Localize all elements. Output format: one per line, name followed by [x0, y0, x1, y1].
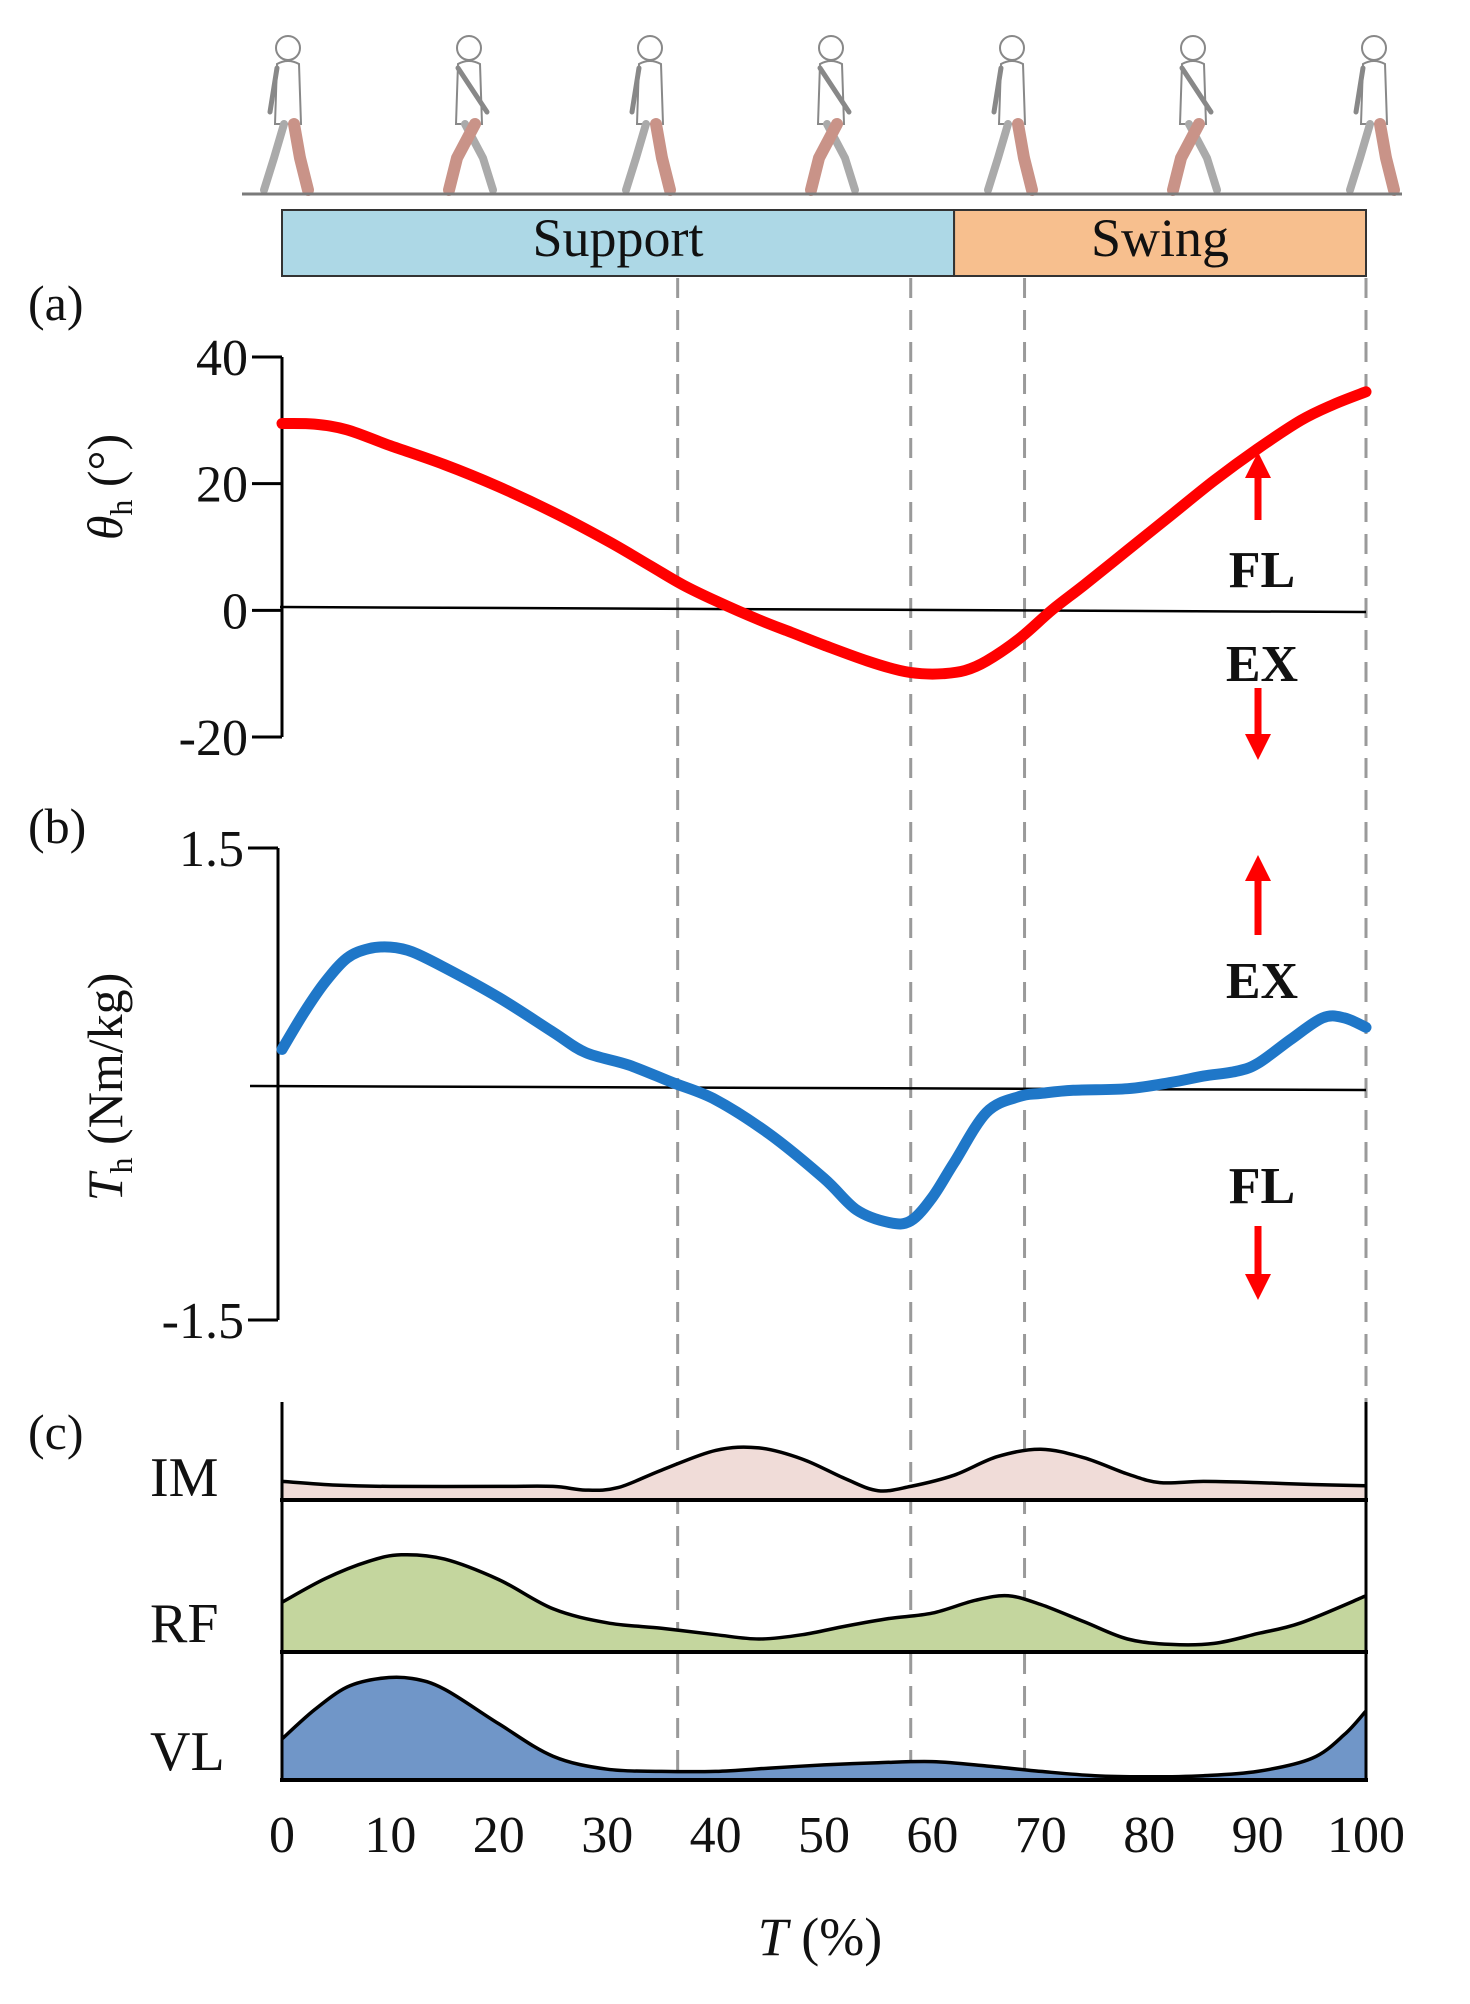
walker-arm — [817, 65, 852, 115]
direction-arrow-head — [1245, 1274, 1271, 1300]
walker-torso — [273, 60, 303, 125]
walker-arm — [629, 65, 642, 115]
walking-figure — [984, 35, 1038, 196]
support-label: Support — [533, 208, 704, 268]
y-tick-label: -20 — [179, 710, 248, 767]
walker-head — [637, 35, 663, 61]
panel-a-ylabel: θh (°) — [77, 434, 139, 540]
walker-arm — [267, 65, 280, 115]
x-tick-label: 90 — [1232, 1807, 1284, 1864]
x-tick-label: 50 — [798, 1807, 850, 1864]
walker-head — [1180, 35, 1206, 61]
panel-b-ex-label: EX — [1226, 953, 1298, 1010]
walker-head — [1361, 35, 1387, 61]
walking-figure — [1167, 35, 1221, 196]
emg-rf-label: RF — [150, 1593, 219, 1655]
walker-highlighted-leg — [1167, 118, 1205, 196]
walker-back-leg — [622, 120, 650, 194]
swing-label: Swing — [1091, 208, 1229, 268]
walking-figure — [1346, 35, 1400, 196]
y-tick-label: -1.5 — [162, 1293, 244, 1350]
gait-event-lines — [676, 278, 1368, 1776]
panel-b-label: (b) — [28, 798, 86, 854]
direction-arrow-head — [1245, 452, 1271, 478]
emg-vl-area — [282, 1677, 1366, 1780]
panel-a-ex-label: EX — [1226, 636, 1298, 693]
direction-arrow-head — [1245, 734, 1271, 760]
y-tick-label: 0 — [222, 583, 248, 640]
panel-a-zero-line — [279, 605, 1367, 614]
x-tick-label: 0 — [269, 1807, 295, 1864]
panel-b-ylabel: Th (Nm/kg) — [77, 973, 139, 1202]
y-tick-label: 40 — [196, 330, 248, 387]
walker-arm — [455, 65, 490, 115]
x-tick-label: 20 — [473, 1807, 525, 1864]
walking-figure — [443, 35, 497, 196]
walker-head — [456, 35, 482, 61]
panel-a-axes: 40 20 0 -20 — [179, 330, 284, 767]
panel-a-label: (a) — [28, 275, 84, 331]
x-tick-label: 40 — [690, 1807, 742, 1864]
walker-arm — [1179, 65, 1214, 115]
emg-rf-area — [282, 1554, 1366, 1652]
swing-phase-box — [953, 209, 1368, 277]
x-axis-title: T (%) — [758, 1907, 883, 1967]
emg-im-area — [282, 1447, 1366, 1500]
walker-highlighted-leg — [288, 118, 314, 196]
x-tick-label: 80 — [1123, 1807, 1175, 1864]
panel-c-label: (c) — [28, 1404, 84, 1460]
phase-bar: Support Swing — [281, 208, 1368, 277]
x-tick-label: 100 — [1327, 1807, 1405, 1864]
walker-torso — [635, 60, 665, 125]
walker-arm — [1353, 65, 1366, 115]
emg-vl-outline — [280, 1675, 1368, 1779]
panel-b-arrows — [1245, 855, 1271, 1300]
y-tick-label: 20 — [196, 457, 248, 514]
emg-areas: IM RF VL — [150, 1445, 1368, 1783]
walker-torso — [997, 60, 1027, 125]
panel-c: (c) IM RF VL 0 10 20 30 40 50 60 70 80 90 100 T (%) — [28, 1402, 1405, 1967]
walker-highlighted-leg — [650, 118, 676, 196]
panel-b-axes: 1.5 -1.5 — [162, 821, 280, 1350]
walker-back-leg — [260, 120, 288, 194]
panel-a-fl-label: FL — [1229, 542, 1295, 599]
walker-highlighted-leg — [1374, 118, 1400, 196]
walking-figure — [260, 35, 314, 196]
walking-figure — [622, 35, 676, 196]
y-tick-label: 1.5 — [179, 821, 244, 878]
walker-head — [818, 35, 844, 61]
emg-im-label: IM — [150, 1447, 218, 1509]
x-tick-label: 10 — [364, 1807, 416, 1864]
panel-c-axes: 0 10 20 30 40 50 60 70 80 90 100 — [269, 1402, 1405, 1864]
gait-figures-strip — [260, 35, 1400, 196]
hip-angle-line — [276, 386, 1372, 680]
support-phase-box — [281, 209, 956, 277]
direction-arrow-head — [1245, 855, 1271, 881]
emg-im-outline — [281, 1445, 1367, 1493]
panel-b: (b) 1.5 -1.5 Th (Nm/kg) EX FL — [28, 798, 1372, 1350]
walker-arm — [991, 65, 1004, 115]
walker-torso — [1359, 60, 1389, 125]
walker-head — [275, 35, 301, 61]
x-tick-label: 30 — [581, 1807, 633, 1864]
walking-figure — [805, 35, 859, 196]
walker-head — [999, 35, 1025, 61]
walker-back-leg — [1346, 120, 1374, 194]
emg-vl-label: VL — [150, 1721, 225, 1783]
x-tick-label: 60 — [906, 1807, 958, 1864]
panel-b-zero-line — [249, 1084, 1367, 1092]
hip-torque-line — [276, 941, 1372, 1230]
panel-b-fl-label: FL — [1229, 1158, 1295, 1215]
walker-highlighted-leg — [1012, 118, 1038, 196]
walker-back-leg — [984, 120, 1012, 194]
walker-highlighted-leg — [805, 118, 843, 196]
emg-rf-outline — [281, 1552, 1367, 1647]
panel-a-arrows — [1245, 452, 1271, 760]
panel-a: (a) 40 20 0 -20 θh (°) FL EX — [28, 275, 1372, 767]
x-tick-label: 70 — [1015, 1807, 1067, 1864]
walker-highlighted-leg — [443, 118, 481, 196]
